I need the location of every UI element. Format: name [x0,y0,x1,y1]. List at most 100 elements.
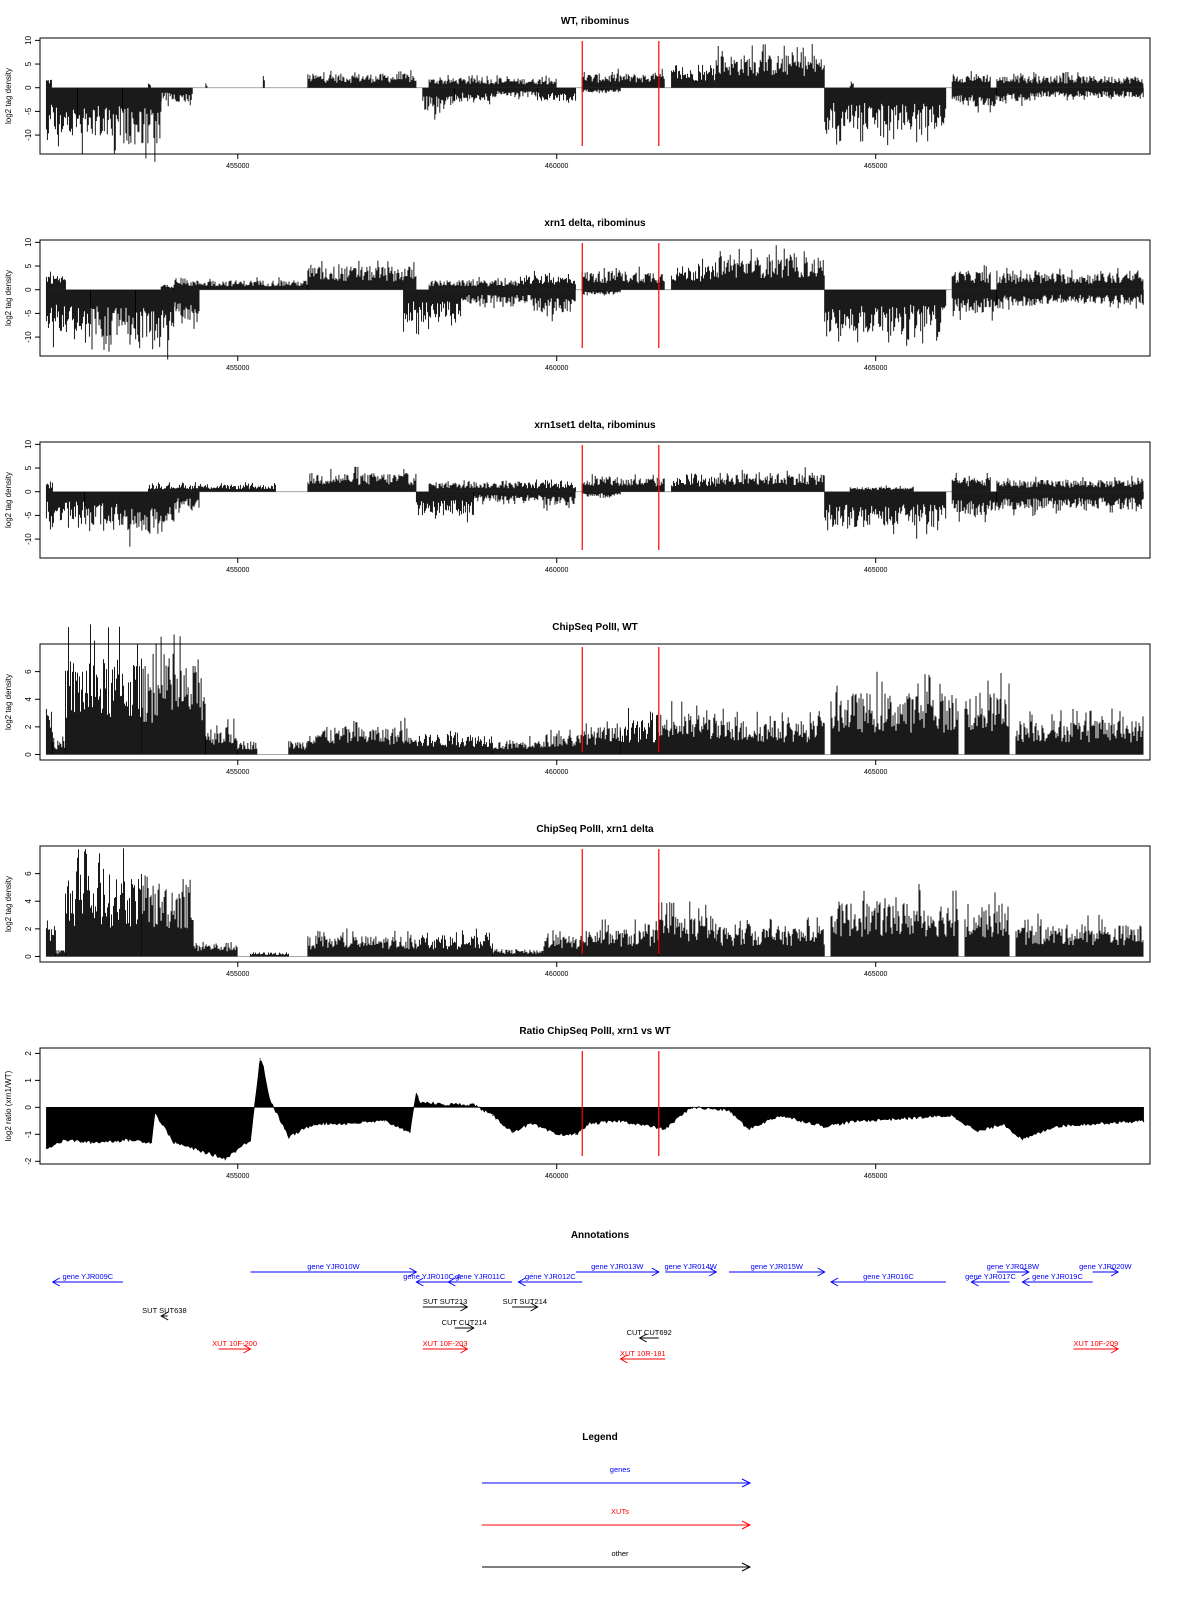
panel-chip-wt: ChipSeq PolII, WT log2 tag density 0 2 4 6 455… [4,622,1151,776]
y-tick-label: 6 [24,669,33,674]
feature-gene-yjr011c[interactable]: gene YJR011C [447,1272,513,1287]
x-tick-label: 455000 [226,1173,249,1180]
feature-label: gene YJR019C [1032,1272,1083,1281]
arrow-right-icon [651,1267,660,1277]
feature-xut-10r-181[interactable]: XUT 10R-181 [619,1349,666,1364]
feature-label: XUT 10F-203 [423,1339,468,1348]
feature-xut-10f-203[interactable]: XUT 10F-203 [423,1339,469,1354]
feature-label: XUT 10F-200 [212,1339,257,1348]
y-tick-label: 0 [24,85,33,90]
x-tick-label: 465000 [864,163,887,170]
y-axis-label: log2 tag density [4,876,13,932]
panel-title: WT, ribominus [561,16,630,27]
y-tick-label: 4 [24,696,33,701]
arrow-left-icon [619,1354,628,1364]
feature-cut-cut692[interactable]: CUT CUT692 [627,1328,672,1343]
legend-label: other [611,1549,629,1558]
feature-label: SUT SUT214 [503,1297,547,1306]
signal-plus-strand [45,43,1144,88]
signal-bars [45,289,1144,360]
feature-label: CUT CUT692 [627,1328,672,1337]
x-tick-label: 455000 [226,163,249,170]
signal-bars [45,245,1144,290]
arrow-right-icon [741,1478,752,1488]
feature-gene-yjr012c[interactable]: gene YJR012C [517,1272,583,1287]
ratio-point [441,1104,443,1106]
feature-label: gene YJR018W [987,1262,1040,1271]
feature-gene-yjr020w[interactable]: gene YJR020W [1079,1262,1132,1277]
y-tick-label: -5 [24,511,33,519]
legend-title: Legend [582,1432,618,1443]
feature-gene-yjr018w[interactable]: gene YJR018W [987,1262,1040,1277]
x-tick-label: 460000 [545,971,568,978]
y-tick-label: 6 [24,871,33,876]
ratio-point [288,1136,290,1138]
feature-sut-sut213[interactable]: SUT SUT213 [422,1297,469,1312]
x-tick-label: 460000 [545,365,568,372]
signal-minus-strand [45,87,1144,162]
feature-label: gene YJR010C-A [403,1272,461,1281]
y-tick-label: 5 [24,61,33,66]
arrow-right-icon [243,1344,252,1354]
arrow-left-icon [415,1277,424,1287]
feature-gene-yjr016c[interactable]: gene YJR016C [830,1272,946,1287]
y-axis-label: log2 tag density [4,270,13,326]
feature-gene-yjr010w[interactable]: gene YJR010W [250,1262,418,1277]
feature-xut-10f-209[interactable]: XUT 10F-209 [1073,1339,1120,1354]
ratio-point [588,1122,590,1125]
feature-gene-yjr014w[interactable]: gene YJR014W [664,1262,718,1277]
y-tick-label: 0 [24,954,33,959]
signal-bars [45,43,1144,88]
plot-frame [39,37,1151,155]
panel-ratio: Ratio ChipSeq PolII, xrn1 vs WT log2 rati… [4,1026,1151,1180]
feature-gene-yjr010c-a[interactable]: gene YJR010C-A [403,1272,461,1287]
arrow-left-icon [970,1277,979,1287]
ratio-point [473,1104,475,1106]
ratio-point [1021,1139,1024,1141]
feature-gene-yjr015w[interactable]: gene YJR015W [728,1262,826,1277]
feature-label: gene YJR013W [591,1262,644,1271]
ratio-point [747,1128,749,1130]
y-tick-label: -1 [24,1130,33,1138]
panel-title: ChipSeq PolII, xrn1 delta [536,824,654,835]
legend: Legend genes XUTs other [482,1432,752,1572]
feature-xut-10f-200[interactable]: XUT 10F-200 [212,1339,257,1354]
feature-sut-sut214[interactable]: SUT SUT214 [503,1297,547,1312]
legend-entry-genes: genes [482,1465,752,1488]
x-tick-label: 455000 [226,971,249,978]
panel-wt-ribominus: WT, ribominus log2 tag density 10 5 0 -5 -10 45… [4,16,1151,170]
feature-gene-yjr019c[interactable]: gene YJR019C [1021,1272,1093,1287]
x-tick-label: 465000 [864,971,887,978]
arrow-left-icon [160,1311,169,1321]
ratio-point [556,1133,558,1135]
feature-gene-yjr017c[interactable]: gene YJR017C [965,1272,1016,1287]
arrow-right-icon [1021,1267,1030,1277]
ratio-point [511,1131,513,1133]
legend-label: XUTs [611,1507,629,1516]
signal-minus-strand [45,289,1144,360]
ratio-point [855,1120,858,1122]
plot-frame [39,643,1151,761]
feature-sut-sut638[interactable]: SUT SUT638 [142,1306,187,1321]
signal-plus-strand [45,848,1144,957]
feature-gene-yjr009c[interactable]: gene YJR009C [51,1272,123,1287]
feature-gene-yjr013w[interactable]: gene YJR013W [575,1262,660,1277]
legend-label: genes [610,1465,631,1474]
feature-cut-cut214[interactable]: CUT CUT214 [442,1318,487,1333]
ratio-point [1053,1125,1055,1127]
arrow-right-icon [1110,1267,1120,1277]
arrow-right-icon [741,1520,752,1530]
signal-bars [45,466,1144,492]
y-tick-label: -2 [24,1157,33,1165]
y-tick-label: -5 [24,309,33,317]
arrow-right-icon [741,1562,752,1572]
signal-bars [45,848,1144,957]
arrow-left-icon [1021,1277,1030,1287]
feature-label: gene YJR010W [307,1262,360,1271]
y-tick-label: -10 [24,129,33,141]
ratio-point [383,1120,386,1122]
arrow-right-icon [530,1302,539,1312]
arrow-right-icon [708,1267,718,1277]
y-tick-label: -10 [24,533,33,545]
y-tick-label: 0 [24,752,33,757]
